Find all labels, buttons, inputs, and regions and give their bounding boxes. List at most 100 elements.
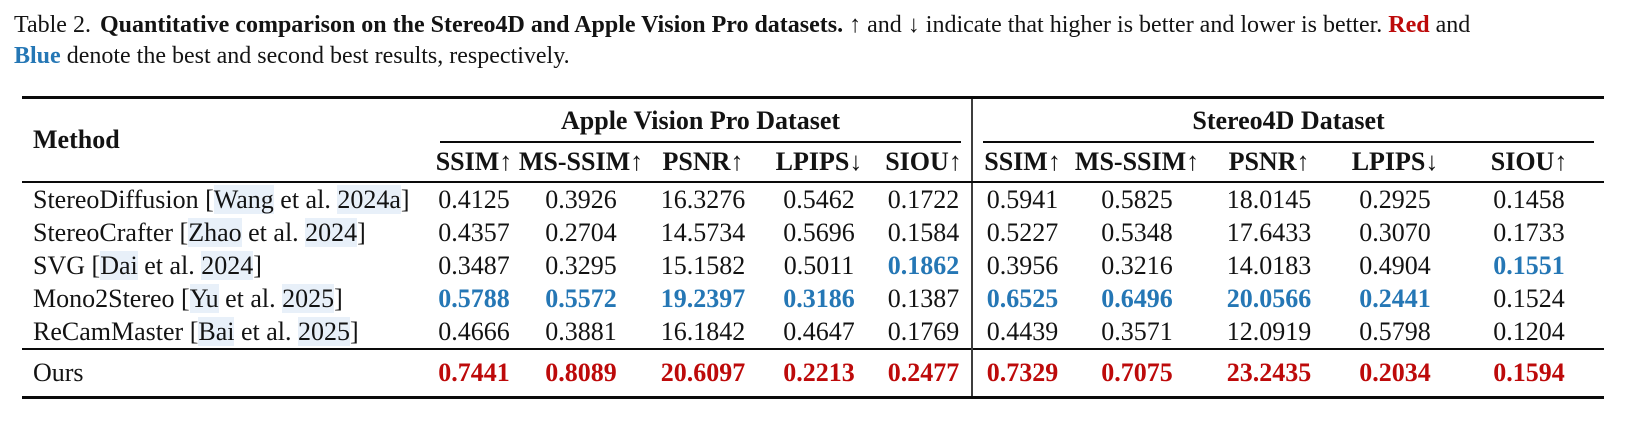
- cell-s4d-psnr: 20.0566: [1226, 283, 1312, 313]
- citation-link[interactable]: [Zhao et al. 2024]: [179, 217, 366, 247]
- cell-s4d-siou: 0.1551: [1493, 250, 1565, 280]
- cell-s4d-siou: 0.1458: [1493, 184, 1565, 214]
- cell-s4d-psnr: 18.0145: [1226, 184, 1312, 214]
- col-header-s4d-psnr: PSNR↑: [1202, 143, 1337, 183]
- citation-link[interactable]: [Dai et al. 2024]: [91, 250, 262, 280]
- method-column-header: Method: [22, 97, 430, 183]
- method-cell: Ours: [22, 348, 430, 398]
- citation-author: Dai: [100, 250, 138, 280]
- method-name: ReCamMaster: [33, 316, 184, 346]
- col-header-avp-psnr: PSNR↑: [644, 143, 762, 183]
- cell-avp-lpips: 0.4647: [783, 316, 855, 346]
- caption-red-term: Red: [1388, 12, 1430, 38]
- cell-s4d-psnr: 12.0919: [1226, 316, 1312, 346]
- citation-link[interactable]: [Yu et al. 2025]: [181, 283, 343, 313]
- col-header-s4d-msssim: MS-SSIM↑: [1072, 143, 1203, 183]
- method-name: StereoCrafter: [33, 217, 174, 247]
- citation-bracket: [: [91, 250, 101, 280]
- caption-label: Table 2.: [14, 12, 91, 38]
- cell-s4d-lpips: 0.4904: [1359, 250, 1431, 280]
- paper-table-figure: Table 2. Quantitative comparison on the S…: [0, 0, 1627, 399]
- cell-avp-psnr: 19.2397: [660, 283, 746, 313]
- citation-author: Bai: [198, 316, 235, 346]
- cell-s4d-psnr: 17.6433: [1226, 217, 1312, 247]
- cell-s4d-ssim: 0.5227: [971, 216, 1073, 249]
- cell-avp-psnr: 14.5734: [660, 217, 746, 247]
- table-row: StereoCrafter [Zhao et al. 2024] 0.4357 …: [22, 216, 1604, 249]
- cell-avp-ssim: 0.5788: [438, 283, 510, 313]
- caption-tail: denote the best and second best results,…: [60, 43, 570, 69]
- citation-year: 2024: [201, 250, 254, 280]
- method-cell: Mono2Stereo [Yu et al. 2025]: [22, 282, 430, 315]
- citation-author: Yu: [189, 283, 219, 313]
- col-header-avp-msssim: MS-SSIM↑: [518, 143, 644, 183]
- citation-author: Zhao: [188, 217, 242, 247]
- citation-link[interactable]: [Wang et al. 2024a]: [205, 184, 410, 214]
- cell-avp-ssim: 0.3487: [438, 250, 510, 280]
- cell-s4d-siou: 0.1524: [1493, 283, 1565, 313]
- col-header-avp-lpips: LPIPS↓: [762, 143, 876, 183]
- cell-avp-msssim: 0.8089: [518, 348, 644, 398]
- group-header-stereo4d-label: Stereo4D Dataset: [983, 106, 1595, 143]
- cell-s4d-msssim: 0.6496: [1101, 283, 1173, 313]
- citation-etal: et al.: [137, 250, 202, 280]
- citation-etal: et al.: [241, 217, 306, 247]
- table-caption: Table 2. Quantitative comparison on the S…: [0, 0, 1627, 72]
- citation-link[interactable]: [Bai et al. 2025]: [190, 316, 359, 346]
- citation-etal: et al.: [234, 316, 298, 346]
- col-header-s4d-siou: SIOU↑: [1454, 143, 1605, 183]
- cell-avp-siou: 0.2477: [876, 348, 973, 398]
- method-name: Mono2Stereo: [33, 283, 175, 313]
- citation-year: 2024: [305, 217, 358, 247]
- group-header-stereo4d: Stereo4D Dataset: [971, 97, 1605, 143]
- cell-avp-siou: 0.1387: [887, 283, 960, 313]
- group-header-avp: Apple Vision Pro Dataset: [430, 98, 972, 143]
- cell-avp-msssim: 0.2704: [545, 217, 617, 247]
- cell-s4d-ssim: 0.4439: [971, 315, 1073, 349]
- cell-s4d-lpips: 0.5798: [1359, 316, 1431, 346]
- citation-bracket: [: [179, 217, 189, 247]
- cell-avp-lpips: 0.5462: [783, 184, 855, 214]
- method-cell: StereoCrafter [Zhao et al. 2024]: [22, 216, 430, 249]
- cell-avp-ssim: 0.4666: [438, 316, 510, 346]
- method-name: StereoDiffusion: [33, 184, 199, 214]
- citation-year: 2024a: [337, 184, 401, 214]
- method-name: SVG: [33, 250, 86, 280]
- cell-avp-siou: 0.1722: [887, 184, 960, 214]
- table-row: ReCamMaster [Bai et al. 2025] 0.4666 0.3…: [22, 315, 1604, 349]
- cell-avp-psnr: 16.3276: [660, 184, 746, 214]
- metric-header-row: SSIM↑ MS-SSIM↑ PSNR↑ LPIPS↓ SIOU↑ SSIM↑ …: [22, 143, 1605, 183]
- caption-and: and: [1429, 12, 1471, 38]
- citation-etal: et al.: [273, 184, 338, 214]
- table-row: StereoDiffusion [Wang et al. 2024a] 0.41…: [22, 182, 1604, 216]
- table-row: Mono2Stereo [Yu et al. 2025] 0.5788 0.55…: [22, 282, 1604, 315]
- cell-avp-siou: 0.1769: [887, 316, 960, 346]
- cell-avp-ssim: 0.4125: [438, 184, 510, 214]
- cell-s4d-psnr: 14.0183: [1226, 250, 1312, 280]
- citation-bracket: ]: [357, 217, 366, 247]
- cell-avp-psnr: 16.1842: [660, 316, 746, 346]
- col-header-s4d-lpips: LPIPS↓: [1336, 143, 1455, 183]
- citation-bracket: ]: [400, 184, 410, 214]
- method-cell: StereoDiffusion [Wang et al. 2024a]: [22, 182, 430, 216]
- citation-bracket: ]: [253, 250, 262, 280]
- cell-avp-lpips: 0.5696: [783, 217, 855, 247]
- cell-avp-lpips: 0.3186: [783, 283, 855, 313]
- cell-s4d-msssim: 0.5348: [1101, 217, 1173, 247]
- cell-avp-msssim: 0.3295: [545, 250, 617, 280]
- cell-s4d-ssim: 0.6525: [971, 282, 1073, 315]
- caption-body: ↑ and ↓ indicate that higher is better a…: [843, 12, 1389, 38]
- cell-avp-psnr: 20.6097: [644, 348, 762, 398]
- cell-avp-siou: 0.1584: [887, 217, 960, 247]
- cell-avp-msssim: 0.3926: [545, 184, 617, 214]
- cell-s4d-ssim: 0.7329: [971, 348, 1073, 398]
- citation-author: Wang: [213, 184, 274, 214]
- cell-s4d-siou: 0.1204: [1493, 316, 1565, 346]
- citation-year: 2025: [298, 316, 350, 346]
- group-header-avp-label: Apple Vision Pro Dataset: [440, 106, 962, 143]
- cell-s4d-ssim: 0.5941: [971, 182, 1073, 216]
- cell-s4d-lpips: 0.3070: [1359, 217, 1431, 247]
- cell-s4d-siou: 0.1594: [1454, 348, 1605, 398]
- cell-s4d-msssim: 0.5825: [1101, 184, 1173, 214]
- cell-s4d-ssim: 0.3956: [971, 249, 1073, 282]
